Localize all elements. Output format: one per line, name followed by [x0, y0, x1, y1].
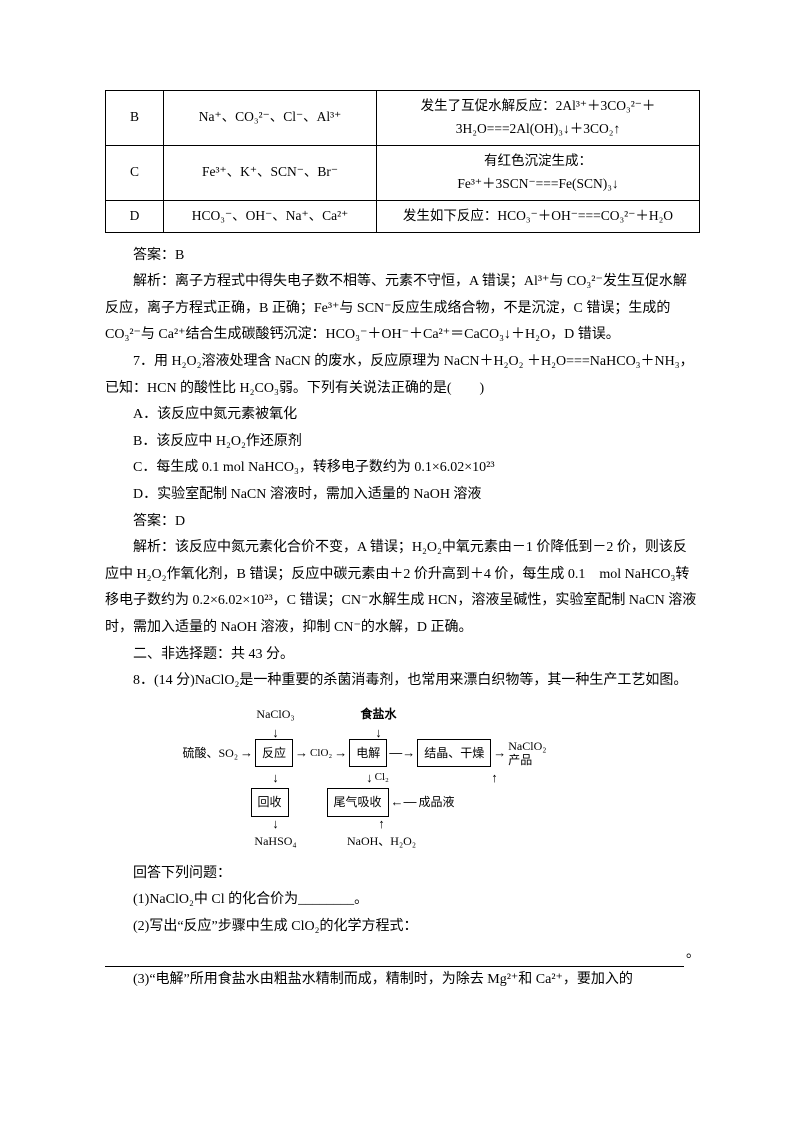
reason-cell: 有红色沉淀生成： Fe³⁺＋3SCN⁻===Fe(SCN)₃↓: [377, 145, 700, 200]
page: B Na⁺、CO₃²⁻、Cl⁻、Al³⁺ 发生了互促水解反应：2Al³⁺＋3CO…: [0, 0, 800, 1132]
arrow-down-icon: ↓: [366, 771, 373, 784]
question-8-2: (2)写出“反应”步骤中生成 ClO₂的化学方程式：: [105, 914, 700, 941]
arrow-left-icon: ←—: [389, 790, 419, 815]
opt-cell: D: [106, 200, 164, 232]
table-row: C Fe³⁺、K⁺、SCN⁻、Br⁻ 有红色沉淀生成： Fe³⁺＋3SCN⁻==…: [106, 145, 700, 200]
explanation-text: 解析：离子方程式中得失电子数不相等、元素不守恒，A 错误；Al³⁺与 CO₃²⁻…: [105, 269, 700, 349]
label-nahso4: NaHSO₄: [254, 830, 296, 853]
answer-blank-line: [105, 947, 684, 968]
arrow-right-icon: →: [491, 741, 508, 766]
label-naoh: NaOH、H₂O₂: [347, 830, 416, 853]
question-8-3: (3)“电解”所用食盐水由粗盐水精制而成，精制时，为除去 Mg²⁺和 Ca²⁺，…: [105, 967, 700, 994]
box-reaction: 反应: [255, 739, 293, 768]
section-2-heading: 二、非选择题：共 43 分。: [105, 642, 700, 669]
option-c: C．每生成 0.1 mol NaHCO₃，转移电子数约为 0.1×6.02×10…: [105, 455, 700, 482]
explanation-text: 解析：该反应中氮元素化合价不变，A 错误；H₂O₂中氧元素由－1 价降低到－2 …: [105, 535, 700, 641]
box-electrolysis: 电解: [349, 739, 387, 768]
reason-cell: 发生了互促水解反应：2Al³⁺＋3CO₃²⁻＋3H₂O===2Al(OH)₃↓＋…: [377, 91, 700, 146]
label-sulfuric: 硫酸、SO₂: [183, 742, 239, 765]
period: 。: [686, 941, 700, 968]
arrow-right-icon: →: [293, 741, 310, 766]
option-a: A．该反应中氮元素被氧化: [105, 402, 700, 429]
arrow-right-icon: →: [332, 741, 349, 766]
label-chengpin: 成品液: [419, 791, 455, 814]
label-clo2: ClO₂: [310, 743, 332, 764]
option-d: D．实验室配制 NaCN 溶液时，需加入适量的 NaOH 溶液: [105, 482, 700, 509]
question-8-stem: 8．(14 分)NaClO₂是一种重要的杀菌消毒剂，也常用来漂白织物等，其一种生…: [105, 668, 700, 695]
arrow-down-icon: ↓: [272, 771, 279, 784]
reason-cell: 发生如下反应：HCO₃⁻＋OH⁻===CO₃²⁻＋H₂O: [377, 200, 700, 232]
label-cl2: Cl₂: [375, 767, 389, 788]
opt-cell: B: [106, 91, 164, 146]
option-b: B．该反应中 H₂O₂作还原剂: [105, 429, 700, 456]
box-crystallize: 结晶、干燥: [417, 739, 491, 768]
ions-cell: Na⁺、CO₃²⁻、Cl⁻、Al³⁺: [164, 91, 377, 146]
arrow-down-icon: ↓: [272, 817, 279, 830]
table-row: D HCO₃⁻、OH⁻、Na⁺、Ca²⁺ 发生如下反应：HCO₃⁻＋OH⁻===…: [106, 200, 700, 232]
answer-label: 答案：D: [105, 509, 700, 536]
process-diagram: NaClO₃ ↓ 食盐水 ↓ 硫酸、SO₂ → 反应 → ClO₂ → 电解 —…: [183, 703, 623, 853]
ions-cell: HCO₃⁻、OH⁻、Na⁺、Ca²⁺: [164, 200, 377, 232]
arrow-down-icon: ↓: [272, 726, 279, 739]
arrow-down-icon: ↓: [375, 726, 382, 739]
arrow-up-icon: ↑: [491, 771, 498, 784]
question-8-lead: 回答下列问题：: [105, 861, 700, 888]
arrow-right-icon: →: [238, 741, 255, 766]
label-naclo3: NaClO₃: [256, 703, 294, 726]
box-recycle: 回收: [251, 788, 289, 817]
label-saltwater: 食盐水: [360, 703, 396, 726]
opt-cell: C: [106, 145, 164, 200]
table-row: B Na⁺、CO₃²⁻、Cl⁻、Al³⁺ 发生了互促水解反应：2Al³⁺＋3CO…: [106, 91, 700, 146]
box-tailgas: 尾气吸收: [327, 788, 389, 817]
ions-cell: Fe³⁺、K⁺、SCN⁻、Br⁻: [164, 145, 377, 200]
ion-table: B Na⁺、CO₃²⁻、Cl⁻、Al³⁺ 发生了互促水解反应：2Al³⁺＋3CO…: [105, 90, 700, 233]
arrow-up-icon: ↑: [378, 817, 385, 830]
question-7-stem: 7．用 H₂O₂溶液处理含 NaCN 的废水，反应原理为 NaCN＋H₂O₂ ＋…: [105, 349, 700, 402]
answer-label: 答案：B: [105, 243, 700, 270]
label-product: NaClO₂ 产品: [508, 739, 546, 768]
question-8-1: (1)NaClO₂中 Cl 的化合价为________。: [105, 887, 700, 914]
arrow-right-icon: —→: [387, 741, 417, 766]
